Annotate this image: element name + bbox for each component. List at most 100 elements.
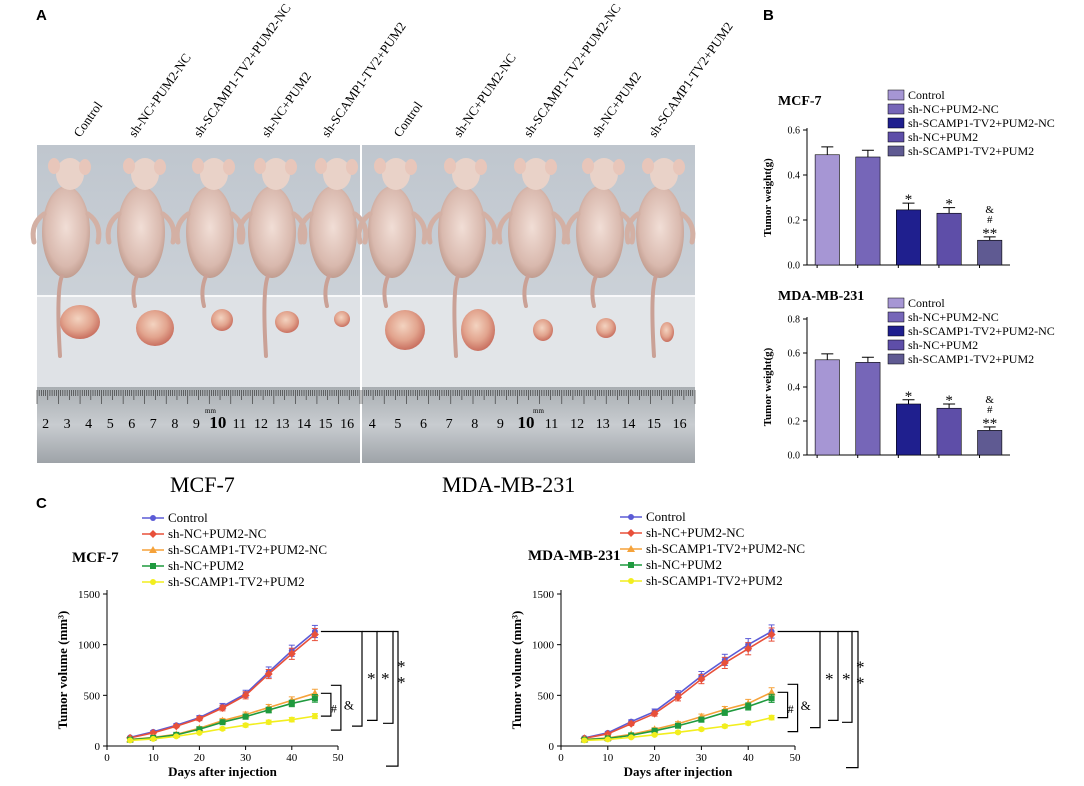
data-point — [650, 709, 659, 718]
ruler-number: 8 — [471, 417, 478, 432]
legend-entry: Control — [908, 88, 945, 102]
data-point — [287, 649, 296, 658]
sig-label: # — [788, 702, 794, 716]
bracket — [362, 630, 378, 721]
bracket — [320, 692, 332, 717]
ruler-number: 8 — [171, 417, 178, 432]
tumor — [136, 310, 174, 346]
chart-title: MCF-7 — [778, 94, 822, 109]
photo-group-label: sh-SCAMP1-TV2+PUM2 — [318, 19, 409, 140]
ruler-number: 16 — [673, 417, 687, 432]
bracket — [846, 630, 859, 769]
data-point — [698, 726, 705, 733]
y-tick-label: 500 — [84, 690, 101, 702]
data-point — [628, 562, 634, 568]
mouse — [426, 158, 498, 358]
data-point — [581, 737, 588, 744]
sig-hash: # — [987, 214, 993, 226]
data-point — [150, 515, 156, 521]
x-tick-label: 0 — [104, 752, 110, 764]
data-point — [651, 727, 658, 734]
legend-swatch — [887, 339, 905, 351]
data-point — [744, 644, 753, 653]
tumor — [533, 319, 553, 341]
legend-entry: sh-SCAMP1-TV2+PUM2 — [168, 574, 305, 589]
legend-entry: Control — [168, 510, 208, 525]
mouse — [564, 158, 636, 308]
tumor — [461, 309, 495, 351]
ruler-number: 11 — [545, 417, 558, 432]
ruler-number: 10 — [209, 413, 226, 432]
y-tick-label: 0.4 — [788, 383, 801, 394]
y-axis-label: Tumor weight(g) — [762, 347, 774, 426]
bracket — [320, 630, 363, 727]
ruler-number: 3 — [64, 417, 71, 432]
x-tick-label: 50 — [333, 752, 345, 764]
legend-swatch — [887, 297, 905, 309]
ruler-number: 16 — [340, 417, 354, 432]
ruler-number: 12 — [254, 417, 268, 432]
ruler-number: 15 — [647, 417, 661, 432]
photo-group-label: sh-SCAMP1-TV2+PUM2 — [645, 19, 736, 140]
bracket — [377, 630, 394, 724]
photo-group-label: Control — [70, 98, 105, 139]
significance-brackets — [777, 630, 859, 769]
y-axis-label: Tumor volume (mm³) — [509, 611, 524, 730]
data-point — [767, 688, 776, 696]
x-tick-label: 10 — [148, 752, 160, 764]
legend-entry: sh-SCAMP1-TV2+PUM2-NC — [908, 116, 1055, 130]
sig-star: * — [905, 192, 913, 208]
legend-swatch — [887, 145, 905, 157]
data-point — [697, 675, 706, 684]
ruler-number: 10 — [517, 413, 534, 432]
legend-entry: sh-SCAMP1-TV2+PUM2-NC — [908, 324, 1055, 338]
mouse — [624, 158, 696, 358]
bar — [936, 407, 962, 456]
ruler-unit: mm — [533, 407, 544, 415]
y-tick-label: 1000 — [532, 640, 555, 652]
data-point — [604, 736, 611, 743]
data-point — [628, 734, 635, 741]
data-point — [288, 700, 295, 707]
data-point — [172, 722, 181, 731]
data-point — [150, 563, 156, 569]
y-axis-label: Tumor weight(g) — [762, 158, 774, 237]
tumor — [385, 310, 425, 350]
legend-swatch — [887, 89, 905, 101]
bracket — [838, 630, 853, 723]
data-point — [264, 670, 273, 679]
bracket — [820, 630, 839, 721]
ruler-number: 5 — [107, 417, 114, 432]
ruler-number: 4 — [85, 417, 92, 432]
bar — [814, 359, 840, 456]
sig-star: ** — [982, 416, 997, 432]
data-point — [628, 514, 634, 520]
data-point — [310, 630, 319, 639]
tumors-photo — [60, 305, 674, 351]
data-point — [627, 719, 636, 728]
legend-entry: sh-NC+PUM2-NC — [908, 102, 999, 116]
ruler-unit: mm — [205, 407, 216, 415]
legend-swatch — [887, 117, 905, 129]
data-point — [195, 714, 204, 723]
series-4 — [581, 714, 775, 744]
mouse — [496, 158, 568, 308]
chart-title: MCF-7 — [72, 550, 119, 566]
x-tick-label: 20 — [194, 752, 206, 764]
bar — [977, 430, 1003, 456]
data-point — [242, 722, 249, 729]
sig-label: * — [381, 669, 390, 688]
legend-entry: sh-NC+PUM2-NC — [908, 310, 999, 324]
data-point — [150, 579, 156, 585]
data-point — [675, 729, 681, 736]
sig-label: * — [856, 658, 865, 677]
data-point — [745, 703, 752, 710]
sig-star: ** — [982, 226, 997, 242]
legend-entry: sh-NC+PUM2 — [168, 558, 244, 573]
data-point — [127, 737, 134, 744]
x-tick-label: 40 — [743, 752, 755, 764]
legend-entry: sh-NC+PUM2 — [646, 557, 722, 572]
chart-title: MDA-MB-231 — [528, 548, 620, 564]
panel-label-b: B — [763, 7, 774, 24]
bar-chart-mda: MDA-MB-231 0.0 0.2 0.4 0.6 0.8 Tumor weight(g)… — [762, 289, 1055, 462]
